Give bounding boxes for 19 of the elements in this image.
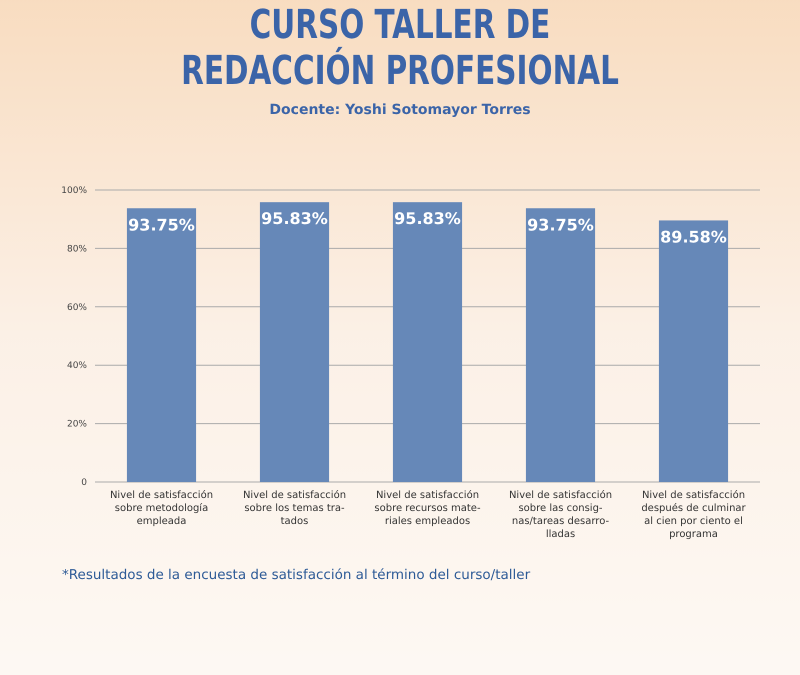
data-label: 89.58% xyxy=(660,227,727,246)
y-tick-label: 40% xyxy=(66,361,88,372)
x-tick-label: Nivel de satisfacción sobre recursos mate- riales empleados xyxy=(374,490,481,527)
y-tick-label: 20% xyxy=(66,420,88,430)
x-tick-label: Nivel de satisfacción sobre metodología empleada xyxy=(110,490,214,527)
y-tick-label: 100% xyxy=(61,186,88,196)
x-tick-label: Nivel de satisfacción sobre las consig- nas/tareas desarro- lladas xyxy=(508,490,612,540)
y-tick-label: 80% xyxy=(66,244,88,254)
text: *Resultados de la encuesta de satisfacción al término del curso/taller xyxy=(62,567,531,583)
chart-subtitle: Docente: Yoshi Sotomayor Torres xyxy=(269,102,531,118)
data-label: 93.75% xyxy=(128,215,195,234)
data-label: 95.83% xyxy=(394,209,461,228)
data-label: 95.83% xyxy=(261,209,328,228)
y-tick-label: 0 xyxy=(81,478,88,488)
data-label: 93.75% xyxy=(527,215,594,234)
y-tick-label: 60% xyxy=(66,302,88,313)
chart-title: CURSO TALLER DE REDACCIÓN PROFESIONAL xyxy=(181,0,619,94)
x-tick-label: Nivel de satisfacción después de culminar al cien por ciento el programa xyxy=(641,490,747,540)
x-tick-label: Nivel de satisfacción sobre los temas tra- tados xyxy=(242,490,346,527)
